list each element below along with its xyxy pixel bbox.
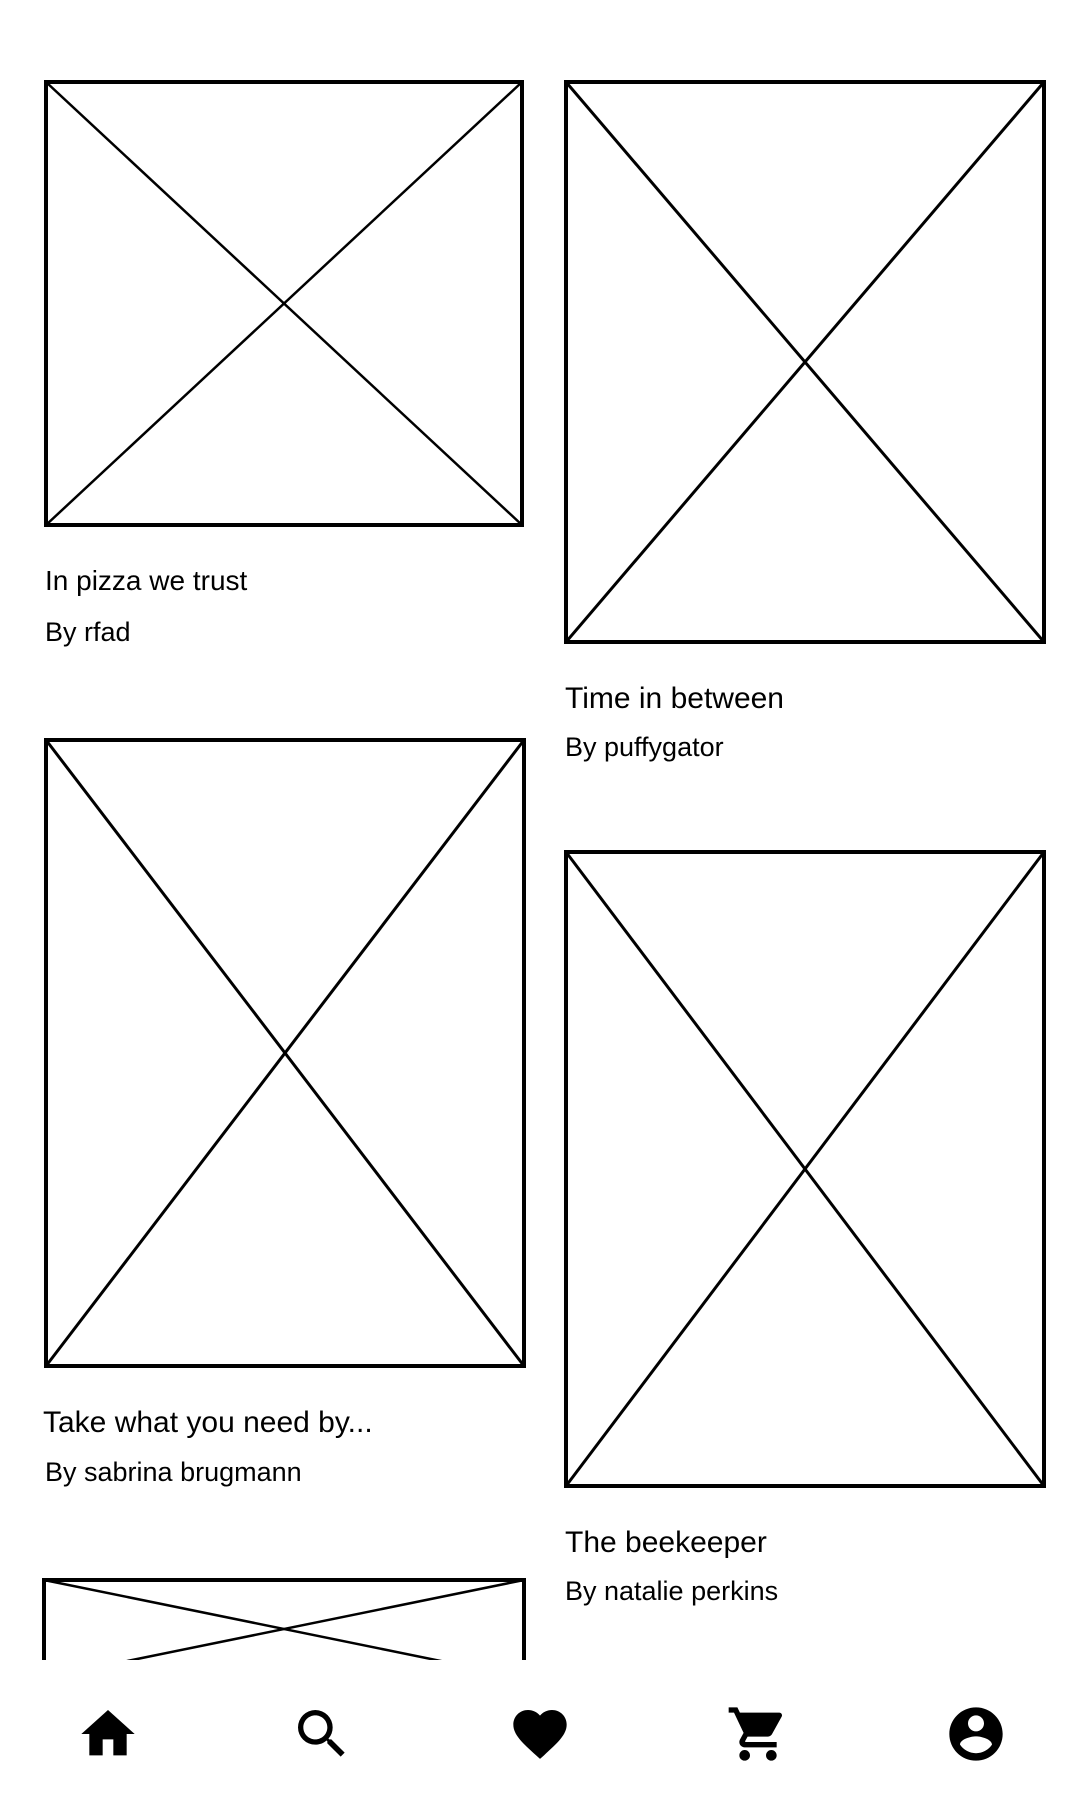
card-title: Take what you need by... bbox=[43, 1406, 373, 1439]
placeholder-image[interactable] bbox=[44, 738, 526, 1368]
nav-search-button[interactable] bbox=[282, 1694, 362, 1774]
feed-card-take-what-you-need[interactable]: Take what you need by... By sabrina brug… bbox=[0, 720, 540, 1520]
nav-account-button[interactable] bbox=[936, 1694, 1016, 1774]
account-icon bbox=[949, 1707, 1003, 1761]
card-title: The beekeeper bbox=[565, 1526, 767, 1559]
bottom-navigation-bar bbox=[0, 1660, 1080, 1800]
feed-card-partial[interactable] bbox=[0, 1560, 540, 1680]
nav-home-button[interactable] bbox=[68, 1694, 148, 1774]
card-author: By natalie perkins bbox=[565, 1576, 779, 1606]
placeholder-image[interactable] bbox=[564, 850, 1046, 1488]
card-author: By rfad bbox=[45, 617, 131, 647]
nav-favorites-button[interactable] bbox=[500, 1694, 580, 1774]
feed-card-time-in-between[interactable]: Time in between By puffygator bbox=[540, 0, 1080, 780]
heart-icon bbox=[513, 1710, 567, 1759]
placeholder-image[interactable] bbox=[564, 80, 1046, 644]
card-author: By sabrina brugmann bbox=[45, 1457, 302, 1487]
home-icon bbox=[81, 1710, 135, 1756]
feed-card-the-beekeeper[interactable]: The beekeeper By natalie perkins bbox=[540, 830, 1080, 1620]
placeholder-image[interactable] bbox=[44, 80, 524, 527]
card-author: By puffygator bbox=[565, 732, 724, 762]
cart-icon bbox=[728, 1707, 783, 1761]
search-icon bbox=[298, 1710, 345, 1757]
card-title: Time in between bbox=[565, 682, 784, 715]
nav-cart-button[interactable] bbox=[718, 1694, 798, 1774]
card-title: In pizza we trust bbox=[45, 565, 248, 596]
feed-card-in-pizza-we-trust[interactable]: In pizza we trust By rfad bbox=[0, 0, 540, 650]
